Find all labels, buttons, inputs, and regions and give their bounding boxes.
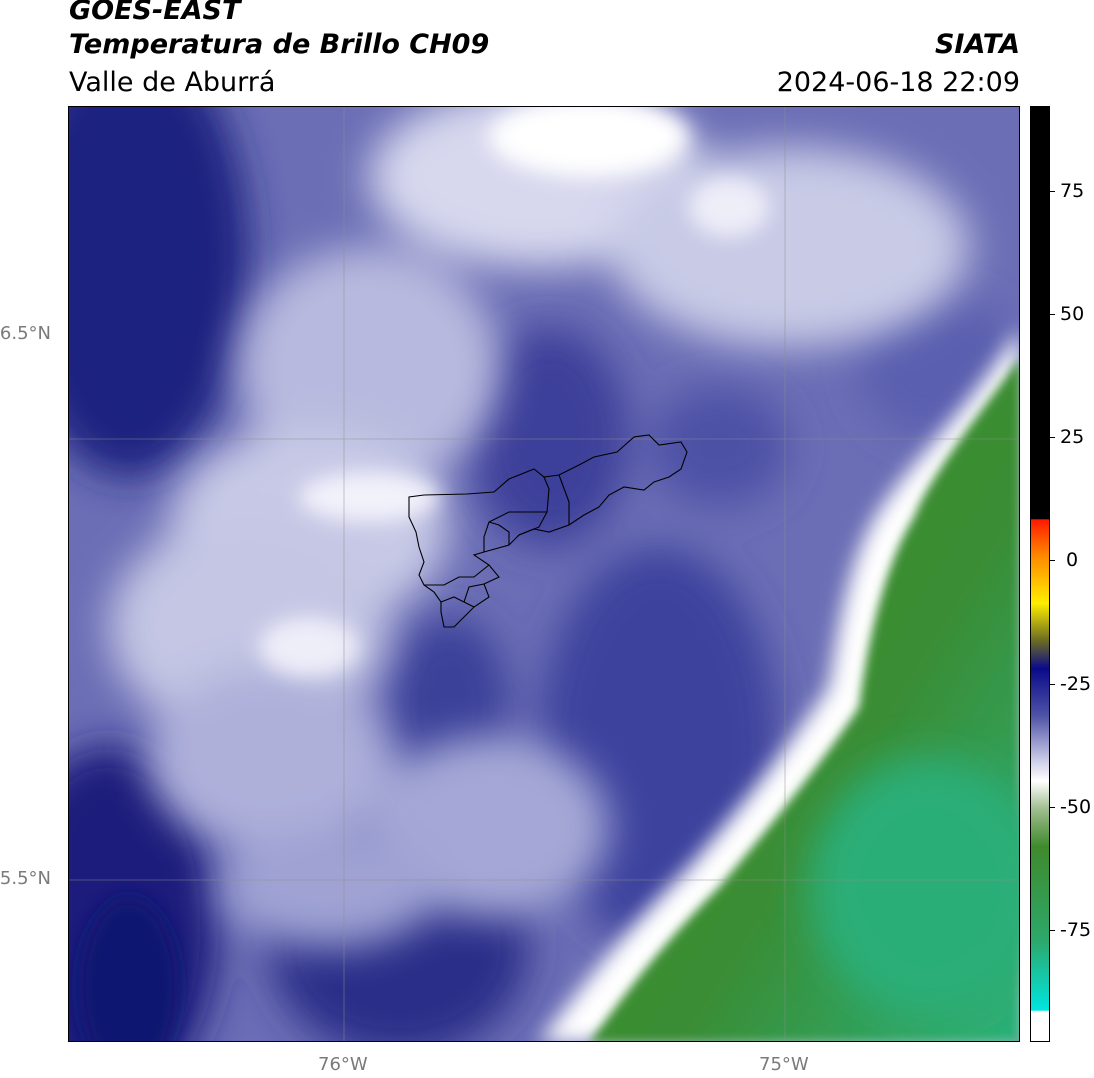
colorbar-tick bbox=[1049, 684, 1055, 685]
lat-label-6-5n: 6.5°N bbox=[0, 323, 51, 344]
colorbar-tick bbox=[1049, 191, 1055, 192]
agency-title: SIATA bbox=[934, 29, 1020, 60]
colorbar-label-50: 50 bbox=[1060, 303, 1085, 325]
region-title: Valle de Aburrá bbox=[69, 67, 276, 98]
clear-sky-teal-area bbox=[809, 757, 1019, 1017]
colorbar-tick bbox=[1049, 807, 1055, 808]
coldest-cloud-core bbox=[79, 897, 179, 1041]
graticule bbox=[69, 107, 1019, 1041]
bright-cloud-spots bbox=[259, 107, 769, 677]
colorbar-label-minus50: -50 bbox=[1060, 796, 1092, 818]
colorbar-label-minus75: -75 bbox=[1060, 919, 1092, 941]
satellite-title: GOES-EAST bbox=[69, 0, 241, 26]
temperature-colorbar bbox=[1030, 106, 1050, 1042]
brightness-temperature-map bbox=[68, 106, 1020, 1042]
datetime-title: 2024-06-18 22:09 bbox=[776, 67, 1020, 98]
colorbar-label-0: 0 bbox=[1066, 549, 1079, 571]
colorbar-label-minus25: -25 bbox=[1060, 673, 1092, 695]
colorbar-tick bbox=[1049, 314, 1055, 315]
colorbar-label-75: 75 bbox=[1060, 180, 1085, 202]
colorbar-tick bbox=[1049, 930, 1055, 931]
lon-label-76w: 76°W bbox=[318, 1054, 368, 1075]
lon-label-75w: 75°W bbox=[759, 1054, 809, 1075]
colorbar-gradient bbox=[1031, 107, 1049, 1041]
product-title: Temperatura de Brillo CH09 bbox=[69, 29, 490, 60]
colorbar-tick bbox=[1049, 437, 1055, 438]
valle-aburra-boundaries bbox=[408, 434, 688, 628]
colorbar-label-25: 25 bbox=[1060, 426, 1085, 448]
lat-label-5-5n: 5.5°N bbox=[0, 868, 51, 889]
map-canvas bbox=[69, 107, 1019, 1041]
colorbar-tick bbox=[1049, 560, 1055, 561]
